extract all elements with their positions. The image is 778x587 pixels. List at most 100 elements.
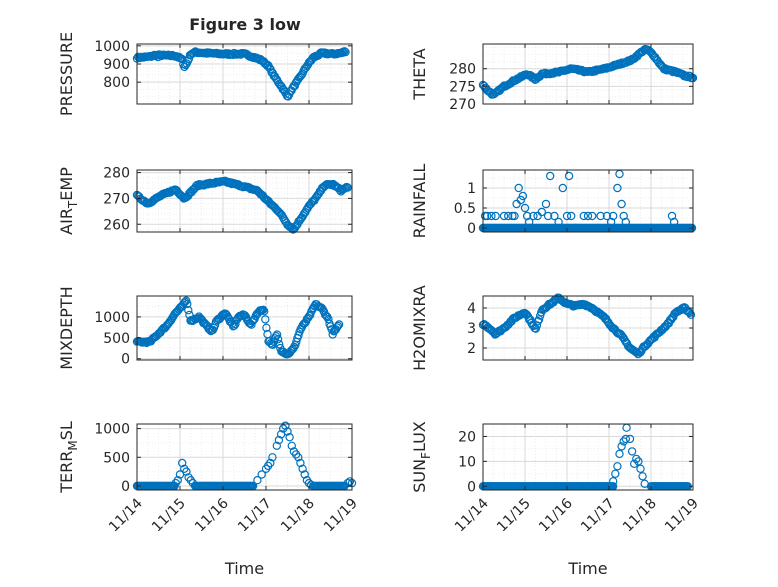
data-point (273, 335, 283, 344)
data-point (609, 477, 618, 486)
y-tick-label: 800 (103, 75, 130, 91)
data-point (333, 321, 343, 331)
y-axis-label: AIRTEMP (57, 167, 80, 235)
data-point (259, 305, 268, 314)
x-axis-label: Time (567, 559, 607, 578)
data-point (173, 476, 182, 485)
data-point (306, 310, 315, 320)
x-tick-label: 11/15 (494, 496, 534, 536)
y-tick-label: 270 (103, 191, 130, 207)
data-point (269, 337, 279, 346)
data-point (541, 199, 551, 209)
y-tick-label: 275 (449, 79, 476, 95)
data-point (627, 447, 637, 456)
data-point (579, 211, 589, 221)
data-point (558, 183, 568, 193)
data-point (611, 469, 620, 478)
axes-box (136, 43, 353, 105)
data-point (529, 211, 538, 221)
y-tick-label: 1000 (94, 422, 130, 438)
subplot-sunflux: 0 10 20 11/14 11/15 11/16 11/17 11/18 11/19 SUNFL… (410, 421, 702, 578)
data-point (340, 184, 349, 193)
data-point (268, 453, 277, 462)
data-point (260, 307, 269, 316)
data-point (184, 306, 193, 315)
y-tick-label: 0 (467, 221, 476, 237)
y-tick-label: 270 (449, 97, 476, 113)
data-point (504, 211, 513, 221)
data-point (609, 211, 618, 221)
x-tick-label: 11/19 (321, 496, 361, 536)
data-point (283, 427, 292, 436)
data-point (491, 211, 500, 221)
y-tick-label: 20 (458, 429, 476, 445)
data-point (518, 191, 528, 201)
data-point (188, 478, 198, 488)
data-point (554, 217, 563, 227)
y-tick-label: 900 (103, 57, 130, 73)
data-point (520, 203, 530, 213)
data-point (343, 183, 352, 192)
x-tick-label: 11/15 (149, 496, 189, 536)
data-point (487, 211, 496, 221)
data-point (615, 449, 624, 459)
x-tick-label: 11/19 (662, 496, 702, 536)
subplot-mixdepth: 0 500 1000 MIXDEPTH (57, 286, 353, 370)
data-point (546, 171, 555, 181)
y-axis-label: PRESSURE (57, 32, 76, 116)
axes-box (482, 423, 694, 491)
data-point (630, 459, 639, 468)
y-tick-label: 1000 (94, 39, 130, 55)
data-point (533, 317, 543, 326)
data-point (588, 211, 597, 221)
y-tick-label: 10 (458, 454, 476, 470)
data-point (183, 299, 192, 309)
x-tick-label: 11/14 (106, 495, 146, 535)
y-axis-label: RAINFALL (410, 164, 429, 239)
data-point (525, 217, 534, 227)
data-point (621, 217, 631, 227)
axes-box (482, 169, 694, 233)
x-tick-label: 11/18 (620, 496, 660, 536)
data-point (534, 315, 544, 324)
data-point (253, 476, 262, 485)
data-point (345, 477, 355, 486)
y-axis-label: MIXDEPTH (57, 286, 76, 369)
data-point (613, 462, 622, 471)
data-point (669, 217, 679, 227)
subplot-h2omixra: 2 3 4 H2OMIXRA (410, 285, 696, 371)
y-axis-label: H2OMIXRA (410, 285, 429, 371)
x-tick-label: 11/17 (578, 496, 618, 536)
data-point (564, 171, 574, 181)
data-point (613, 183, 622, 193)
data-point (275, 340, 284, 349)
y-tick-label: 4 (467, 301, 476, 317)
data-point (634, 457, 643, 466)
data-point (526, 315, 535, 324)
y-axis-label: SUNFLUX (410, 421, 433, 493)
data-point (272, 441, 281, 450)
data-point (622, 423, 631, 432)
data-point (306, 480, 316, 489)
data-point (514, 183, 523, 193)
data-point (640, 479, 649, 488)
data-point (340, 47, 349, 56)
y-axis-label: TERRMSL (57, 421, 80, 494)
data-point (287, 441, 296, 450)
y-tick-label: 1 (467, 181, 476, 197)
y-tick-label: 0.5 (454, 201, 476, 217)
y-tick-label: 0 (121, 479, 130, 495)
subplot-pressure: 800 900 1000 PRESSURE (57, 32, 353, 116)
data-point (686, 310, 696, 319)
data-point (617, 199, 626, 209)
data-point (274, 435, 284, 445)
x-axis-label: Time (224, 559, 264, 578)
data-point (300, 470, 309, 479)
data-point (543, 211, 553, 221)
y-tick-label: 500 (103, 331, 130, 347)
y-tick-label: 0 (467, 479, 476, 495)
y-axis-label: THETA (410, 48, 429, 100)
data-point (483, 211, 492, 221)
subplot-terrmsl: 0 500 1000 11/14 11/15 11/16 11/17 11/18 11/19 TE… (57, 421, 361, 578)
